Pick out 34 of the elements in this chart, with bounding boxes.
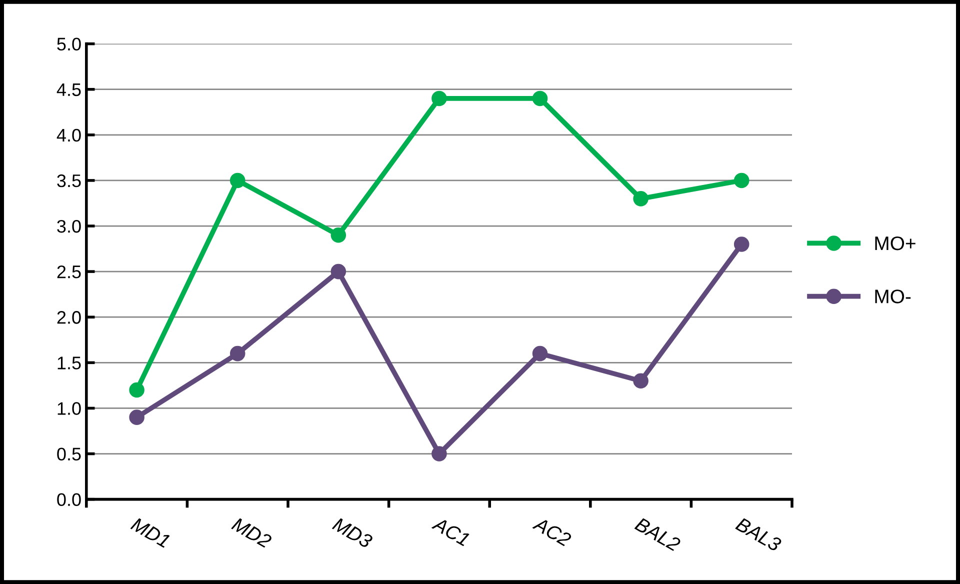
x-tick-label: MD1 [130, 516, 171, 548]
x-tick-label: MD3 [332, 516, 374, 549]
point [734, 172, 750, 188]
x-tick-label: BAL3 [734, 516, 782, 552]
point [633, 191, 648, 206]
y-tick-label: 2.0 [57, 311, 81, 324]
point [330, 227, 346, 243]
y-tick-label: 4.5 [56, 83, 81, 96]
point [129, 382, 144, 398]
y-tick-label: 4.0 [56, 128, 81, 142]
x-tick-label: AC1 [431, 516, 470, 546]
point [330, 264, 346, 280]
y-tick-label: 5.0 [57, 38, 81, 51]
x-tick-label: BAL2 [634, 516, 682, 552]
x-tick-label: MD2 [231, 516, 273, 549]
point [230, 172, 246, 188]
y-tick-label: 2.5 [57, 265, 81, 278]
y-tick-label: 0.0 [57, 493, 81, 506]
point [129, 410, 144, 425]
y-tick-label: 1.5 [58, 356, 81, 370]
point [532, 346, 548, 362]
y-tick-label: 3.0 [57, 220, 81, 233]
y-tick-label: 1.0 [58, 402, 81, 415]
point [633, 373, 648, 389]
y-tick-label: 0.5 [57, 448, 81, 460]
x-tick-label: AC2 [532, 516, 572, 548]
point [734, 236, 750, 252]
legend-label: MO- [875, 290, 911, 304]
point [432, 90, 447, 106]
point [532, 90, 548, 106]
legend-label: MO+ [875, 236, 916, 250]
y-tick-label: 3.5 [57, 174, 81, 188]
point [230, 346, 246, 362]
point [432, 446, 447, 462]
